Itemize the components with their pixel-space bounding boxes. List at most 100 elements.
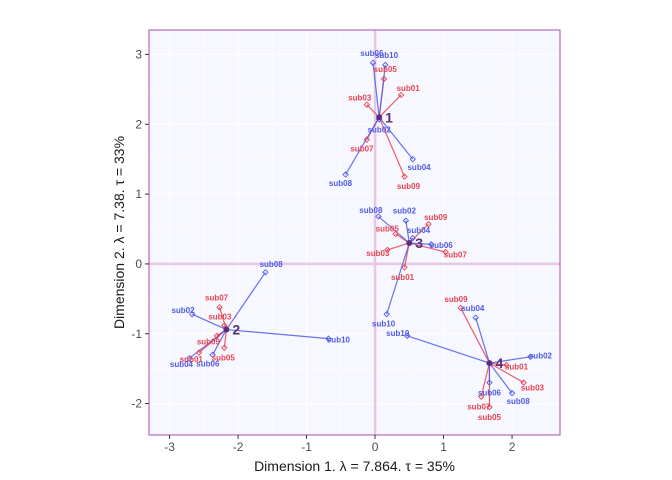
point-marker-a (397, 91, 405, 99)
segment-b (407, 335, 490, 364)
segment-a (378, 117, 406, 177)
centroid-marker (223, 326, 230, 333)
point-label-b: sub10 (375, 51, 399, 60)
cluster-centroids: 1 2 3 4 (223, 109, 503, 371)
segment-a (489, 362, 524, 384)
point-marker-a (425, 220, 432, 228)
segment-a (409, 242, 446, 253)
centroid-label: 1 (385, 109, 393, 125)
point-marker-b (409, 155, 416, 163)
y-tick-label: 1 (135, 187, 142, 201)
point-label-a: sub05 (478, 413, 502, 422)
segment-a (223, 329, 228, 348)
point-marker-b (409, 234, 416, 242)
point-label-b: sub08 (507, 397, 531, 406)
point-label-a: sub09 (197, 337, 221, 346)
point-marker-a (392, 230, 399, 238)
point-marker-a (216, 303, 223, 311)
centroid-marker (376, 114, 383, 121)
segment-b (378, 64, 386, 118)
y-tick-label: 3 (135, 47, 142, 61)
plot-panel-border (148, 29, 561, 436)
point-label-b: sub02 (368, 125, 392, 134)
point-marker-a (520, 379, 527, 386)
point-marker-b (375, 213, 382, 220)
point-marker-b (404, 332, 411, 340)
segment-b (378, 215, 410, 244)
point-label-a: sub01 (397, 84, 421, 93)
point-marker-a (477, 393, 485, 400)
point-label-a: sub09 (444, 295, 468, 304)
segment-b (488, 362, 513, 394)
x-axis-title: Dimension 1. λ = 7.864. τ = 35% (254, 458, 455, 474)
point-labels: sub01 sub03 sub05 sub07 sub09 sub01 sub03 sub05… (170, 49, 553, 422)
segment-a (378, 94, 402, 118)
point-label-b: sub08 (359, 206, 383, 215)
y-axis-ticks: -2 -1 0 1 2 3 (131, 47, 149, 411)
centroid-label: 2 (232, 322, 240, 338)
y-tick-label: -1 (131, 327, 142, 341)
segment-b (226, 328, 329, 340)
segment-b (191, 313, 227, 331)
point-label-a: sub07 (467, 402, 491, 411)
point-marker-b (508, 389, 516, 397)
point-label-b: sub04 (407, 163, 431, 172)
point-label-a: sub03 (521, 384, 545, 393)
segment-a (218, 307, 227, 330)
point-marker-a (380, 75, 388, 83)
point-label-b: sub04 (461, 304, 485, 313)
point-label-b: sub02 (171, 306, 195, 315)
segment-a (480, 362, 491, 397)
point-marker-b (209, 351, 216, 358)
segment-b (405, 220, 410, 244)
point-label-b: sub10 (372, 320, 396, 329)
centroid-marker (406, 239, 413, 246)
segment-b (409, 242, 432, 245)
segment-b (386, 242, 410, 315)
y-tick-label: 2 (135, 117, 142, 131)
segment-b (189, 329, 227, 359)
point-label-b: sub06 (360, 49, 384, 58)
point-label-a: sub01 (180, 355, 204, 364)
point-marker-b (325, 335, 332, 342)
point-marker-b (382, 61, 389, 69)
point-marker-a (363, 101, 371, 108)
point-label-a: sub05 (376, 224, 400, 233)
point-label-b: sub04 (170, 360, 194, 369)
point-label-a: sub01 (391, 273, 415, 282)
point-marker-b (527, 353, 534, 361)
x-tick-label: 2 (509, 440, 516, 454)
point-marker-a (363, 136, 371, 143)
point-marker-b (369, 59, 377, 67)
point-marker-a (384, 246, 391, 254)
segment-b (225, 271, 266, 330)
point-marker-b (342, 171, 349, 178)
segment-b (372, 62, 380, 118)
point-marker-b (262, 269, 269, 276)
point-label-b: sub04 (407, 226, 431, 235)
x-tick-label: -3 (164, 440, 175, 454)
point-marker-b (186, 354, 193, 362)
point-label-a: sub03 (348, 94, 372, 103)
point-label-a: sub05 (374, 65, 398, 74)
point-marker-b (383, 310, 390, 318)
point-label-b: sub02 (529, 351, 553, 360)
point-marker-a (401, 173, 408, 180)
point-label-b: sub08 (329, 179, 353, 188)
point-marker-a (486, 403, 493, 411)
y-tick-label: -2 (131, 397, 142, 411)
point-label-b: sub10 (327, 336, 351, 345)
point-label-a: sub09 (397, 182, 421, 191)
point-label-a: sub07 (444, 250, 468, 259)
segment-b (378, 116, 414, 160)
y-axis-title: Dimension 2. λ = 7.38. τ = 33% (111, 136, 127, 329)
point-marker-b (472, 314, 479, 321)
point-label-a: sub07 (350, 144, 374, 153)
segment-b (489, 356, 531, 364)
x-tick-label: -1 (301, 440, 312, 454)
y-tick-label: 0 (135, 257, 142, 271)
segment-b (475, 317, 491, 364)
segment-a (460, 307, 490, 364)
reference-lines (149, 30, 560, 435)
point-label-a: sub09 (424, 213, 448, 222)
